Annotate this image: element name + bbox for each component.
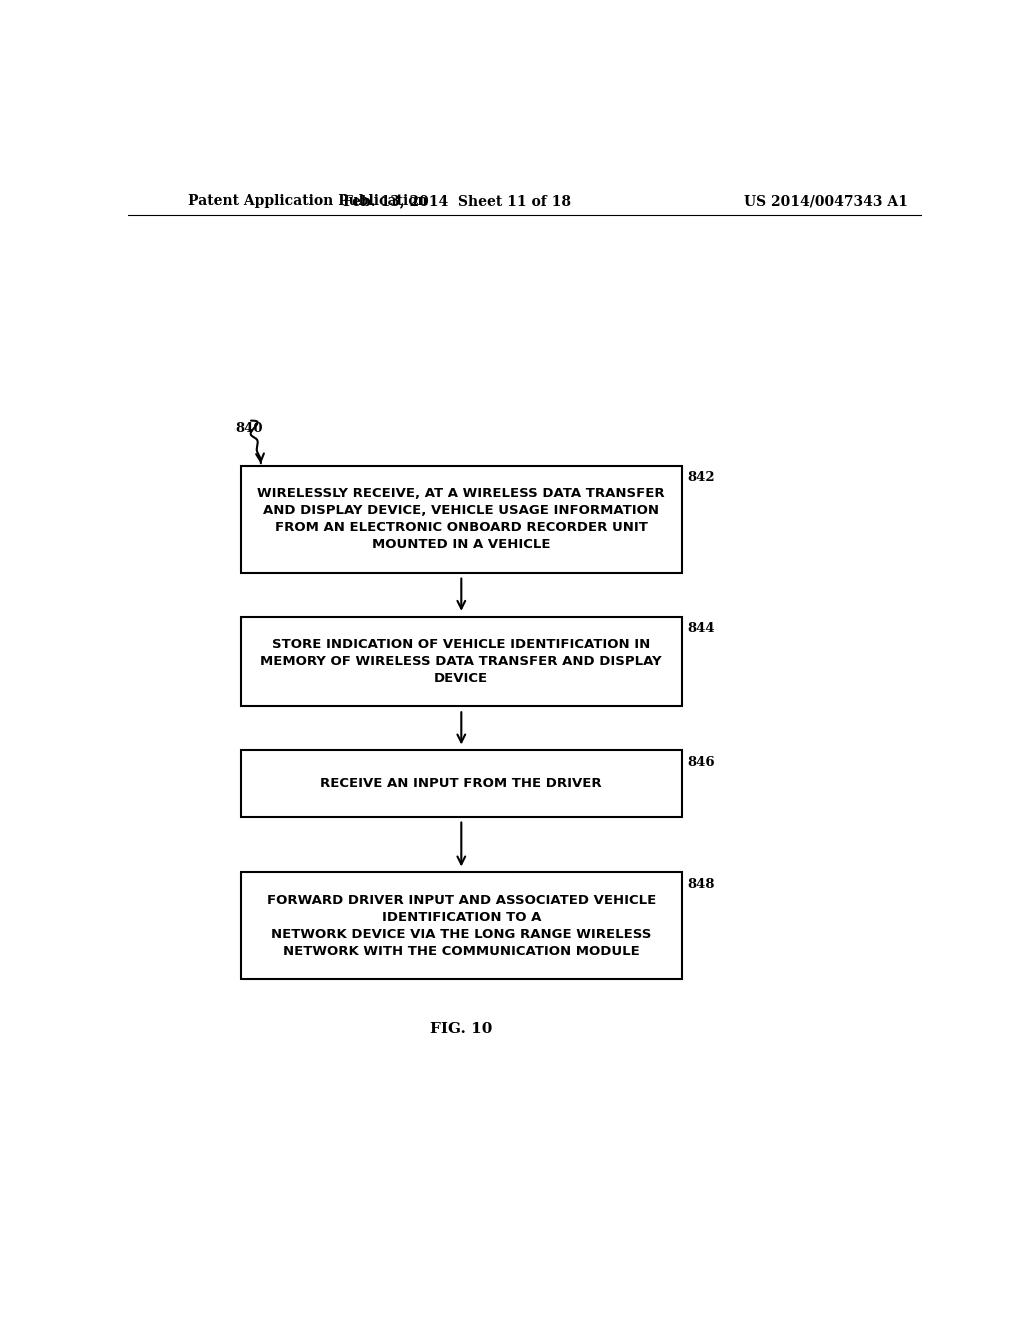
Text: Patent Application Publication: Patent Application Publication [187,194,427,209]
Text: 848: 848 [687,878,715,891]
FancyBboxPatch shape [241,873,682,979]
FancyBboxPatch shape [241,616,682,706]
Text: 840: 840 [236,422,262,434]
Text: 842: 842 [687,471,715,484]
Text: FIG. 10: FIG. 10 [430,1023,493,1036]
Text: STORE INDICATION OF VEHICLE IDENTIFICATION IN
MEMORY OF WIRELESS DATA TRANSFER A: STORE INDICATION OF VEHICLE IDENTIFICATI… [260,638,663,685]
Text: WIRELESSLY RECEIVE, AT A WIRELESS DATA TRANSFER
AND DISPLAY DEVICE, VEHICLE USAG: WIRELESSLY RECEIVE, AT A WIRELESS DATA T… [257,487,666,552]
Text: 846: 846 [687,755,715,768]
FancyBboxPatch shape [241,751,682,817]
Text: Feb. 13, 2014  Sheet 11 of 18: Feb. 13, 2014 Sheet 11 of 18 [343,194,571,209]
Text: RECEIVE AN INPUT FROM THE DRIVER: RECEIVE AN INPUT FROM THE DRIVER [321,777,602,789]
Text: US 2014/0047343 A1: US 2014/0047343 A1 [744,194,908,209]
Text: FORWARD DRIVER INPUT AND ASSOCIATED VEHICLE
IDENTIFICATION TO A
NETWORK DEVICE V: FORWARD DRIVER INPUT AND ASSOCIATED VEHI… [266,894,656,958]
FancyBboxPatch shape [241,466,682,573]
Text: 844: 844 [687,622,715,635]
